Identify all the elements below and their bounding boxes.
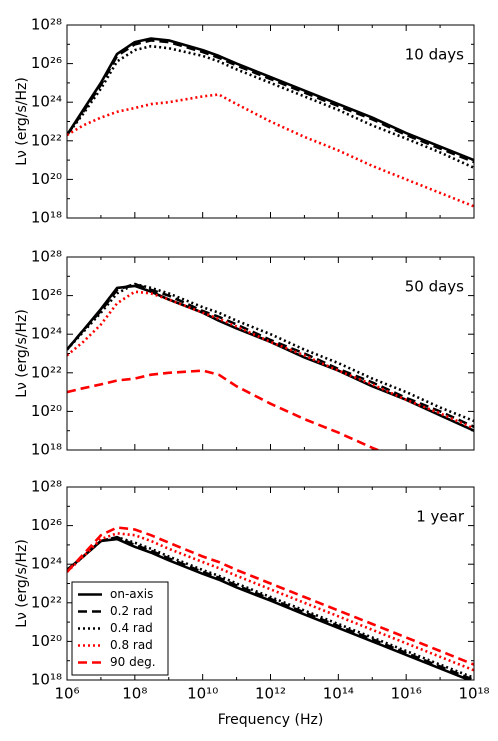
x-tick-label: 10¹² bbox=[255, 685, 286, 703]
plot-frame bbox=[66, 24, 475, 219]
y-tick-label: 10²⁴ bbox=[31, 555, 62, 573]
x-tick-label: 10¹⁰ bbox=[187, 685, 218, 703]
panel: 10⁶ 10⁸ 10¹⁰ 10¹² 10¹⁴ 10¹⁶ 10¹⁸ 10¹⁸ 10²⁰ 10²² 10… bbox=[14, 478, 490, 729]
y-tick-label: 10²⁶ bbox=[31, 54, 62, 72]
y-tick-label: 10¹⁸ bbox=[31, 441, 62, 459]
y-tick-label: 10²⁶ bbox=[31, 516, 62, 534]
y-tick-label: 10²² bbox=[31, 593, 62, 611]
y-tick-label: 10¹⁸ bbox=[31, 209, 62, 227]
y-tick-label: 10²⁴ bbox=[31, 325, 62, 343]
x-tick-label: 10¹⁴ bbox=[323, 685, 354, 703]
y-tick-label: 10²² bbox=[31, 131, 62, 149]
y-tick-label: 10²⁰ bbox=[31, 170, 62, 188]
series-line bbox=[67, 284, 474, 432]
legend-label: on-axis bbox=[110, 587, 153, 601]
legend-label: 90 deg. bbox=[110, 655, 156, 669]
annotation: 1 year bbox=[416, 508, 465, 526]
y-tick-label: 10²⁸ bbox=[31, 478, 62, 496]
legend-label: 0.4 rad bbox=[110, 621, 153, 635]
panel: 10¹⁸ 10²⁰ 10²² 10²⁴ 10²⁶ 10²⁸ 10 days Lν (erg/s… bbox=[14, 16, 475, 227]
y-tick-label: 10²⁰ bbox=[31, 402, 62, 420]
panel: 10¹⁸ 10²⁰ 10²² 10²⁴ 10²⁶ 10²⁸ 50 days Lν (erg/s… bbox=[14, 248, 475, 459]
series-line bbox=[67, 535, 474, 680]
series-line bbox=[67, 39, 474, 164]
y-tick-label: 10²⁸ bbox=[31, 248, 62, 266]
series-line bbox=[67, 532, 474, 672]
x-tick-label: 10¹⁶ bbox=[391, 685, 422, 703]
x-tick-label: 10¹⁸ bbox=[458, 685, 489, 703]
legend-box bbox=[71, 581, 169, 676]
series-line bbox=[67, 526, 474, 666]
y-axis-label: Lν (erg/s/Hz) bbox=[14, 309, 30, 398]
y-tick-label: 10²⁴ bbox=[31, 93, 62, 111]
annotation: 10 days bbox=[405, 46, 464, 64]
plot-frame bbox=[66, 256, 475, 451]
y-axis-label: Lν (erg/s/Hz) bbox=[14, 77, 30, 166]
series-line bbox=[67, 44, 474, 169]
y-tick-label: 10²⁰ bbox=[31, 632, 62, 650]
annotation: 50 days bbox=[405, 278, 464, 296]
series-line bbox=[67, 535, 474, 680]
series-line bbox=[67, 93, 474, 208]
y-axis-label: Lν (erg/s/Hz) bbox=[14, 539, 30, 628]
x-tick-label: 10⁶ bbox=[54, 685, 79, 703]
series-line bbox=[67, 282, 474, 423]
series-line bbox=[67, 282, 474, 428]
plot-frame bbox=[66, 486, 475, 681]
legend-label: 0.8 rad bbox=[110, 638, 153, 652]
series-line bbox=[67, 290, 474, 430]
x-axis-label: Frequency (Hz) bbox=[218, 712, 324, 728]
x-tick-label: 10⁸ bbox=[122, 685, 147, 703]
legend-label: 0.2 rad bbox=[110, 604, 153, 618]
y-tick-label: 10²⁶ bbox=[31, 286, 62, 304]
y-tick-label: 10²⁸ bbox=[31, 16, 62, 34]
y-tick-label: 10¹⁸ bbox=[31, 671, 62, 689]
y-tick-label: 10²² bbox=[31, 363, 62, 381]
